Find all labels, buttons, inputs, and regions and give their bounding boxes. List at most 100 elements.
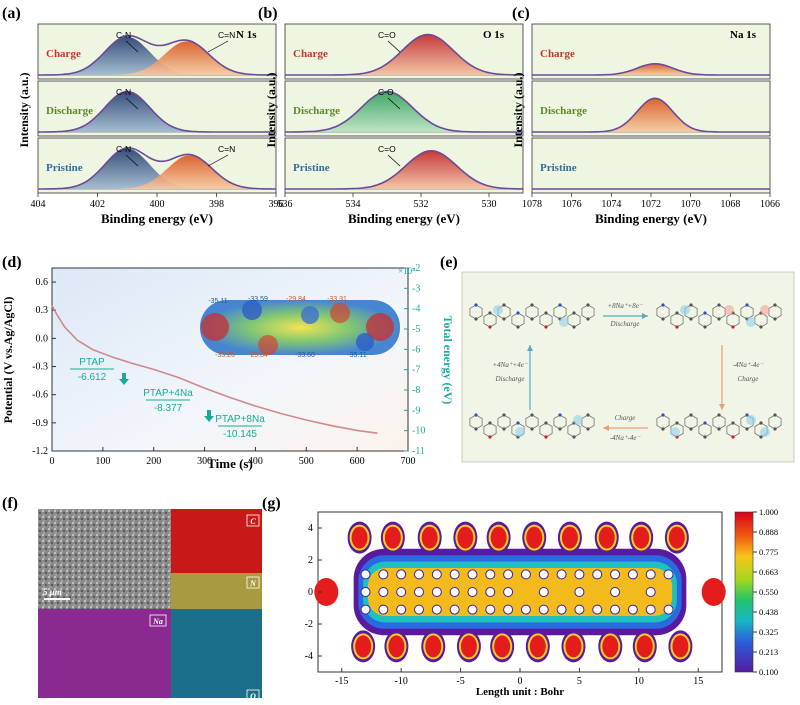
elf-atom-node (663, 569, 674, 580)
element-tag-box (149, 614, 167, 627)
colorbar (734, 511, 754, 673)
elf-atom-node (538, 604, 549, 615)
elf-atom-node (627, 569, 638, 580)
panel-title: O 1s (483, 29, 505, 41)
elf-atom-node (360, 587, 371, 597)
element-tag-box (246, 514, 260, 527)
y-tick-label: -0.9 (32, 418, 48, 429)
elf-atom-node (645, 604, 656, 615)
annotation-arrow (207, 154, 229, 167)
elf-atom-node (485, 587, 496, 597)
elf-atom-node (414, 569, 424, 580)
peak-annotation: C-O (378, 87, 394, 97)
peak-annotation: C=N (218, 30, 235, 40)
panel-label: (b) (258, 5, 278, 22)
x-tick-label: -10 (395, 676, 408, 687)
top-sub: Discharge (610, 320, 640, 328)
elf-lobe (668, 526, 685, 549)
elf-lobe (494, 635, 511, 658)
bottom-label: Charge (615, 414, 636, 422)
peak-annotation: C-N (116, 144, 131, 154)
x-tick-label: 536 (278, 199, 293, 210)
x-tick-label: -5 (456, 676, 464, 687)
elf-atom-node (360, 569, 371, 580)
elf-atom-node (396, 587, 407, 597)
peak-annotation: C=N (218, 144, 235, 154)
x-tick-label: 396 (269, 199, 284, 210)
esp-value-label: -29.84 (248, 352, 268, 359)
molecule-structure (469, 413, 595, 439)
elf-atom-node (467, 587, 478, 597)
elf-atom-node (503, 587, 514, 597)
elf-atom-node (538, 569, 549, 580)
elf-atom-node (431, 604, 442, 615)
annotation-arrow (125, 97, 139, 110)
molecule-structure (469, 303, 595, 329)
elf-lobe (602, 635, 619, 658)
y-tick-label: 0 (308, 587, 313, 598)
annotation-value: -10.145 (223, 429, 257, 440)
elf-atom-node (556, 604, 567, 615)
eds-map-n (171, 573, 262, 609)
elf-atom-node (431, 587, 442, 597)
state-label-discharge: Discharge (293, 105, 340, 117)
elf-atom-node (610, 604, 621, 615)
molecule-structure (656, 303, 782, 329)
x-tick-label: 300 (197, 456, 212, 467)
envelope-line (532, 97, 770, 133)
panel-label: (f) (2, 495, 18, 512)
x-tick-label: 200 (146, 456, 161, 467)
envelope-line (38, 34, 276, 76)
element-tag-n: N (249, 579, 257, 588)
elf-lobe (636, 635, 653, 658)
x-axis-label: Length unit : Bohr (476, 686, 564, 698)
state-label-charge: Charge (540, 48, 575, 60)
state-label-pristine: Pristine (293, 162, 330, 174)
state-label-pristine: Pristine (46, 162, 83, 174)
panel-label: (e) (440, 254, 458, 271)
peak-discharge-c-o (285, 91, 523, 132)
elf-lobe (421, 526, 438, 549)
elf-atom-node (396, 604, 407, 615)
y-tick-label: -4 (305, 651, 313, 662)
x-axis-label: Binding energy (eV) (348, 211, 460, 226)
elf-atom-node (449, 604, 460, 615)
peak-pristine-c-n (38, 155, 276, 189)
elf-atom-node (414, 587, 424, 597)
x-tick-label: 402 (90, 199, 105, 210)
annotation-label: PTAP (79, 357, 105, 368)
elf-atom-node (414, 604, 424, 615)
x-tick-label: 100 (95, 456, 110, 467)
left-sub: Discharge (495, 375, 525, 383)
potential-series-line (51, 305, 378, 434)
peak-annotation: C=O (378, 144, 396, 154)
elf-lobe (351, 526, 368, 549)
y2-multiplier: ×10⁴ (398, 266, 415, 276)
elf-atom-node (520, 604, 531, 615)
peak-charge-c-o (285, 34, 523, 75)
elf-lobe (460, 635, 477, 658)
x-tick-label: 398 (209, 199, 224, 210)
annotation-arrow (387, 40, 401, 53)
peak-pristine-c-o (285, 150, 523, 189)
elf-atom-node (627, 604, 638, 615)
bottom-sub: -4Na⁺-4e⁻ (610, 434, 642, 442)
x-axis-label: Binding energy (eV) (595, 211, 707, 226)
peak-charge (532, 63, 770, 75)
elf-region (367, 568, 673, 616)
annotation-label: PTAP+4Na (143, 388, 193, 399)
x-tick-label: 1070 (681, 199, 701, 210)
x-tick-label: 500 (299, 456, 314, 467)
elf-atom-node (378, 587, 389, 597)
elf-atom-node (556, 569, 567, 580)
state-label-charge: Charge (293, 48, 328, 60)
elf-lobe (355, 635, 372, 658)
element-tag-box (246, 689, 260, 702)
down-arrow-icon (204, 416, 214, 422)
y-tick-label: -1.2 (32, 446, 48, 457)
panel-label: (a) (2, 5, 21, 22)
annotation-arrow (125, 40, 139, 53)
colorbar-tick-label: 0.100 (759, 667, 778, 677)
